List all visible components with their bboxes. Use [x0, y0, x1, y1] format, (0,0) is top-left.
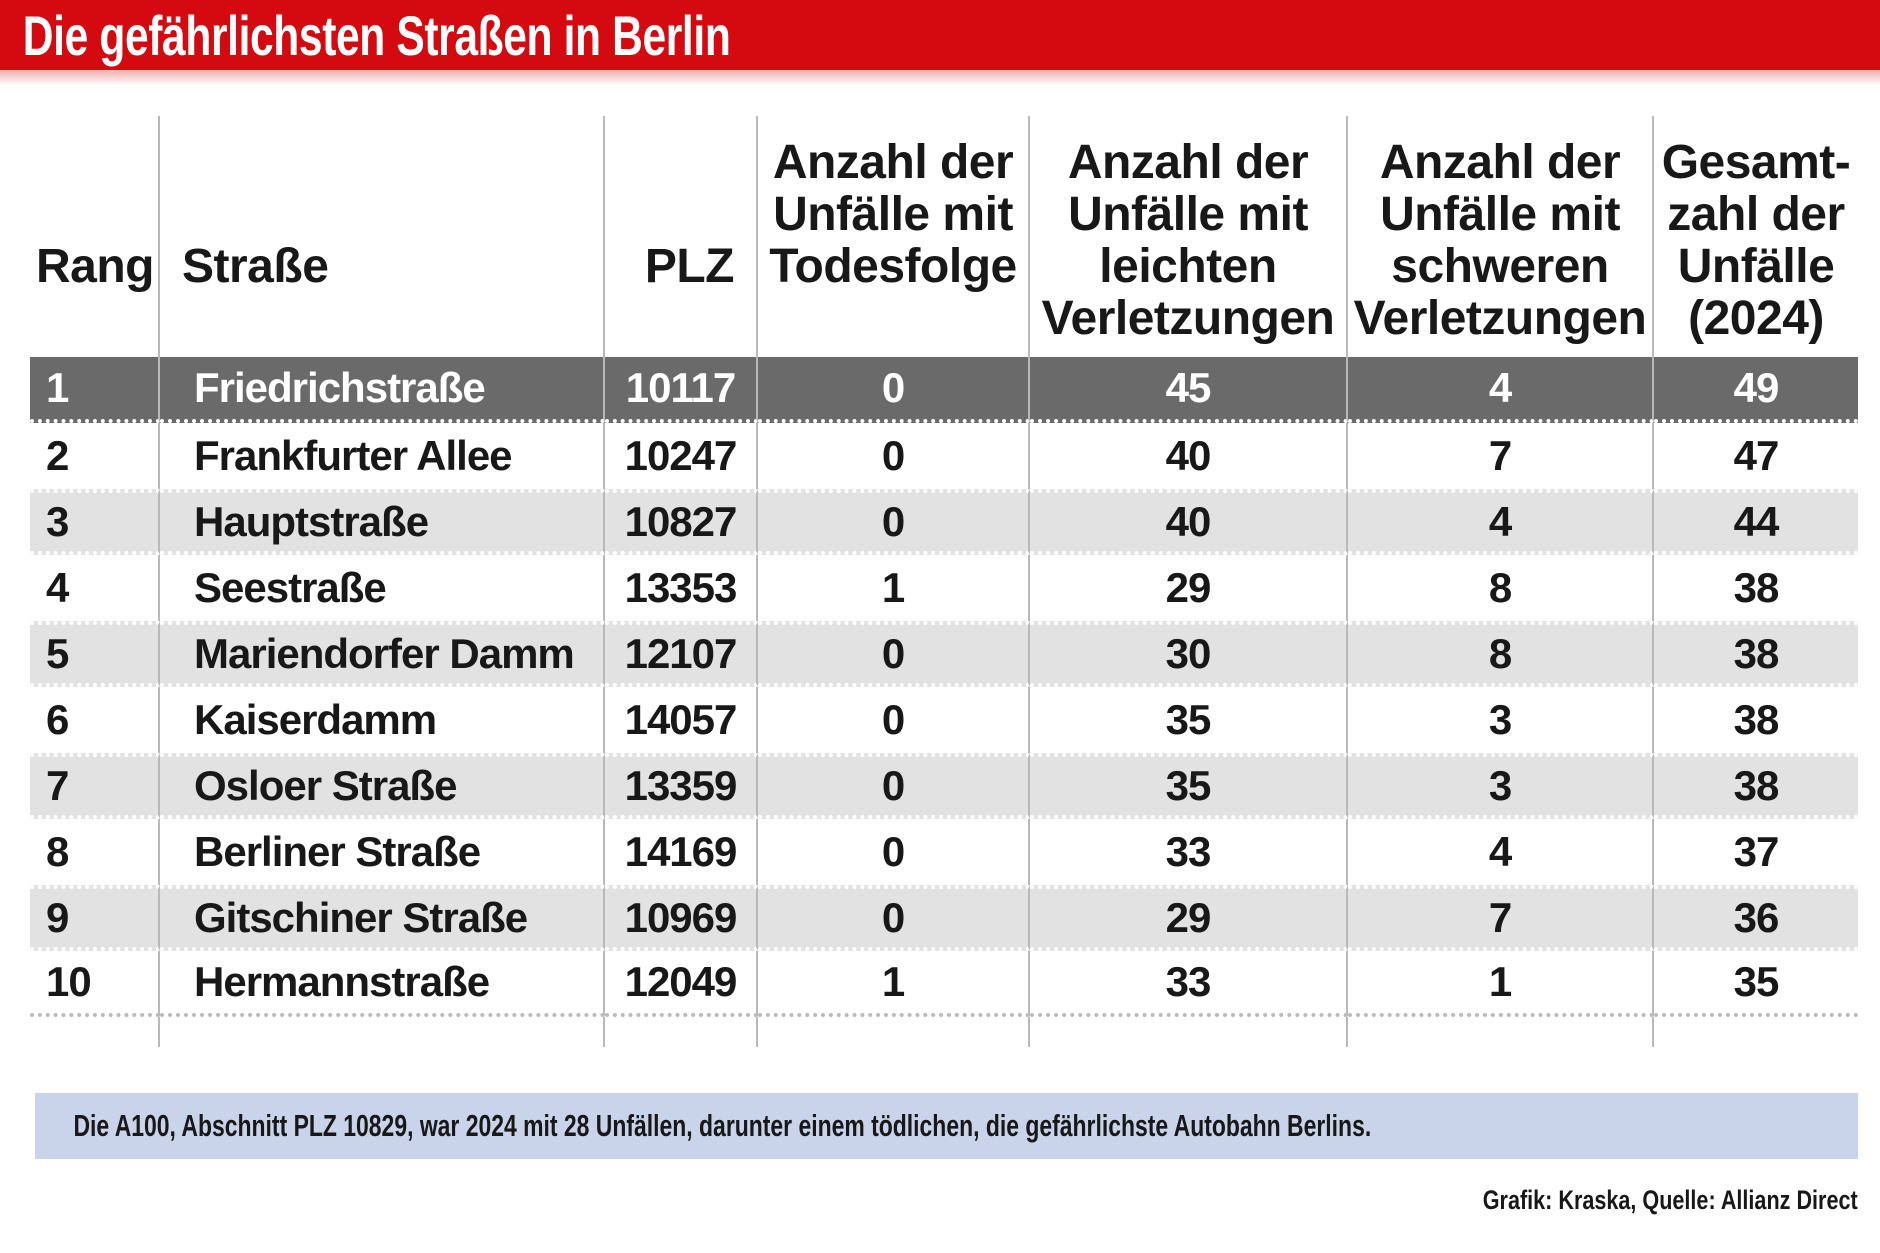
cell-plz: 10117: [605, 357, 758, 423]
cell-light: 35: [1030, 753, 1348, 819]
cell-total: 38: [1654, 687, 1858, 753]
cell-severe: 4: [1348, 489, 1654, 555]
col-header-plz: PLZ: [605, 116, 758, 357]
col-header-todesfolge: Anzahl der Unfälle mit Todesfolge: [758, 116, 1030, 357]
cell-fatal: 0: [758, 687, 1030, 753]
cell-fatal: 0: [758, 753, 1030, 819]
cell-street: Berliner Straße: [160, 819, 605, 885]
cell-fatal: 0: [758, 357, 1030, 423]
cell-total: 44: [1654, 489, 1858, 555]
col-header-leichte: Anzahl der Unfälle mit leichten Verletzu…: [1030, 116, 1348, 357]
cell-total: 47: [1654, 423, 1858, 489]
cell-plz: 10969: [605, 885, 758, 951]
cell-rank: 1: [30, 357, 160, 423]
cell-plz: 10247: [605, 423, 758, 489]
cell-fatal: 0: [758, 885, 1030, 951]
cell-total: 38: [1654, 753, 1858, 819]
cell-total: 37: [1654, 819, 1858, 885]
table-row: 6 Kaiserdamm 14057 0 35 3 38: [30, 687, 1858, 753]
cell-street: Kaiserdamm: [160, 687, 605, 753]
credits-text: Grafik: Kraska, Quelle: Allianz Direct: [1483, 1185, 1858, 1215]
table-row: 2 Frankfurter Allee 10247 0 40 7 47: [30, 423, 1858, 489]
col-header-strasse: Straße: [160, 116, 605, 357]
cell-street: Gitschiner Straße: [160, 885, 605, 951]
page-title: Die gefährlichsten Straßen in Berlin: [22, 4, 731, 67]
cell-plz: 13353: [605, 555, 758, 621]
cell-rank: 9: [30, 885, 160, 951]
table-grid-tail: [30, 1017, 1858, 1047]
cell-light: 35: [1030, 687, 1348, 753]
cell-street: Seestraße: [160, 555, 605, 621]
cell-severe: 8: [1348, 555, 1654, 621]
cell-severe: 3: [1348, 753, 1654, 819]
cell-severe: 8: [1348, 621, 1654, 687]
cell-plz: 13359: [605, 753, 758, 819]
table-row: 8 Berliner Straße 14169 0 33 4 37: [30, 819, 1858, 885]
cell-street: Friedrichstraße: [160, 357, 605, 423]
cell-light: 33: [1030, 951, 1348, 1017]
title-bar: Die gefährlichsten Straßen in Berlin: [0, 0, 1880, 70]
cell-rank: 8: [30, 819, 160, 885]
cell-rank: 7: [30, 753, 160, 819]
cell-street: Hermannstraße: [160, 951, 605, 1017]
footnote-band: Die A100, Abschnitt PLZ 10829, war 2024 …: [35, 1093, 1858, 1159]
cell-rank: 2: [30, 423, 160, 489]
cell-plz: 10827: [605, 489, 758, 555]
cell-fatal: 0: [758, 621, 1030, 687]
cell-light: 29: [1030, 885, 1348, 951]
cell-street: Osloer Straße: [160, 753, 605, 819]
cell-plz: 14169: [605, 819, 758, 885]
cell-plz: 14057: [605, 687, 758, 753]
cell-severe: 4: [1348, 357, 1654, 423]
footnote-text: Die A100, Abschnitt PLZ 10829, war 2024 …: [73, 1108, 1372, 1143]
table-row: 4 Seestraße 13353 1 29 8 38: [30, 555, 1858, 621]
credits-line: Grafik: Kraska, Quelle: Allianz Direct: [30, 1185, 1858, 1216]
cell-rank: 4: [30, 555, 160, 621]
col-header-schwere: Anzahl der Unfälle mit schweren Verletzu…: [1348, 116, 1654, 357]
cell-total: 35: [1654, 951, 1858, 1017]
table-row: 7 Osloer Straße 13359 0 35 3 38: [30, 753, 1858, 819]
table-header-row: Rang Straße PLZ Anzahl der Unfälle mit T…: [30, 116, 1858, 357]
cell-total: 49: [1654, 357, 1858, 423]
cell-severe: 7: [1348, 885, 1654, 951]
cell-fatal: 0: [758, 489, 1030, 555]
cell-severe: 7: [1348, 423, 1654, 489]
table-row: 10 Hermannstraße 12049 1 33 1 35: [30, 951, 1858, 1017]
cell-light: 40: [1030, 423, 1348, 489]
cell-fatal: 0: [758, 423, 1030, 489]
table-row: 3 Hauptstraße 10827 0 40 4 44: [30, 489, 1858, 555]
cell-plz: 12107: [605, 621, 758, 687]
col-header-gesamt: Gesamt- zahl der Unfälle (2024): [1661, 136, 1851, 345]
cell-light: 45: [1030, 357, 1348, 423]
cell-light: 33: [1030, 819, 1348, 885]
cell-street: Frankfurter Allee: [160, 423, 605, 489]
cell-fatal: 1: [758, 951, 1030, 1017]
table-row: 5 Mariendorfer Damm 12107 0 30 8 38: [30, 621, 1858, 687]
cell-plz: 12049: [605, 951, 758, 1017]
cell-rank: 6: [30, 687, 160, 753]
title-bar-shadow: [0, 70, 1880, 92]
cell-total: 38: [1654, 621, 1858, 687]
cell-light: 29: [1030, 555, 1348, 621]
dangerous-streets-table: Rang Straße PLZ Anzahl der Unfälle mit T…: [30, 116, 1858, 1047]
cell-severe: 4: [1348, 819, 1654, 885]
col-header-rang: Rang: [30, 116, 160, 357]
cell-rank: 5: [30, 621, 160, 687]
cell-fatal: 1: [758, 555, 1030, 621]
cell-street: Hauptstraße: [160, 489, 605, 555]
table-row: 1 Friedrichstraße 10117 0 45 4 49: [30, 357, 1858, 423]
cell-total: 36: [1654, 885, 1858, 951]
cell-severe: 3: [1348, 687, 1654, 753]
cell-light: 40: [1030, 489, 1348, 555]
cell-street: Mariendorfer Damm: [160, 621, 605, 687]
cell-fatal: 0: [758, 819, 1030, 885]
cell-total: 38: [1654, 555, 1858, 621]
cell-rank: 3: [30, 489, 160, 555]
table-row: 9 Gitschiner Straße 10969 0 29 7 36: [30, 885, 1858, 951]
cell-rank: 10: [30, 951, 160, 1017]
cell-severe: 1: [1348, 951, 1654, 1017]
cell-light: 30: [1030, 621, 1348, 687]
